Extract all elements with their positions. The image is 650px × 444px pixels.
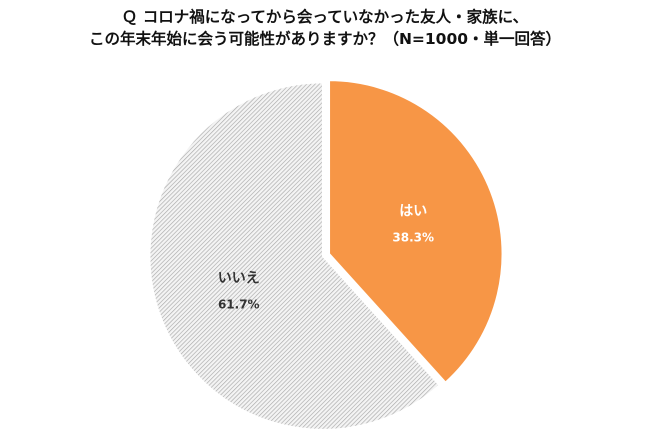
pie-slices	[147, 78, 504, 432]
pie-labels: はい 38.3% いいえ 61.7%	[218, 203, 434, 311]
chart-title-line-1: Ｑ コロナ禍になってから会っていなかった友人・家族に、	[121, 8, 529, 26]
slice-label-no: いいえ	[218, 271, 260, 287]
chart-title-line-2: この年末年始に会う可能性がありますか？（N=1000・単一回答）	[88, 30, 562, 48]
slice-value-yes: 38.3%	[392, 230, 434, 244]
slice-label-yes: はい	[399, 203, 427, 219]
pie-slice-no	[147, 80, 442, 432]
pie-slice-yes	[327, 78, 504, 385]
chart-title: Ｑ コロナ禍になってから会っていなかった友人・家族に、 この年末年始に会う可能性…	[0, 6, 650, 50]
slice-value-no: 61.7%	[218, 298, 260, 312]
